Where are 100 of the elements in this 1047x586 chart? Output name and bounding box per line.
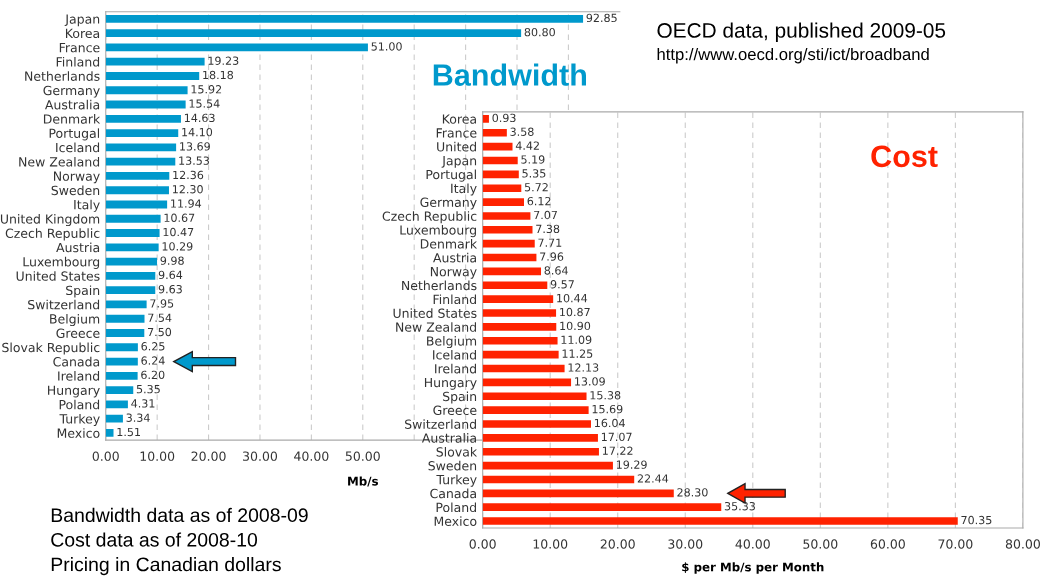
data-label: 17.07 — [601, 432, 632, 442]
bar — [482, 212, 531, 220]
bar — [105, 257, 158, 266]
bar — [105, 57, 205, 66]
bar — [482, 336, 558, 345]
data-label: 3.34 — [126, 413, 150, 422]
y-tick-label: Sweden — [428, 460, 477, 471]
y-tick-label: New Zealand — [396, 322, 476, 332]
data-label: 14.63 — [184, 113, 215, 123]
data-label: 4.42 — [515, 141, 539, 150]
y-tick-label: Czech Republic — [5, 228, 100, 241]
bar — [105, 371, 138, 380]
y-tick-label: Poland — [436, 502, 476, 513]
bar — [482, 420, 591, 428]
bar — [482, 406, 589, 414]
data-label: 92.85 — [586, 13, 617, 23]
bar — [105, 129, 179, 138]
y-tick-label: Italy — [451, 183, 477, 196]
bar — [482, 503, 722, 511]
bar — [105, 186, 169, 195]
x-tick-label: 20.00 — [600, 539, 635, 549]
text: Cost data as of 2008-10 — [51, 532, 258, 547]
data-label: 9.63 — [158, 284, 182, 294]
x-tick-label: 50.00 — [345, 451, 380, 461]
data-label: 28.30 — [677, 488, 708, 497]
bar — [105, 72, 200, 80]
y-tick-label: Australia — [421, 433, 476, 443]
data-label: 3.58 — [510, 127, 534, 136]
data-label: 7.54 — [148, 313, 172, 322]
data-label: 10.90 — [560, 321, 591, 331]
data-label: 6.25 — [141, 342, 165, 351]
bar — [482, 378, 572, 387]
data-label: 5.35 — [522, 169, 546, 178]
y-tick-label: Norway — [54, 171, 100, 184]
data-label: 13.09 — [575, 377, 605, 386]
data-label: 5.35 — [136, 384, 160, 394]
data-label: 10.47 — [163, 227, 194, 237]
y-tick-label: Korea — [442, 114, 476, 124]
y-tick-label: Hungary — [48, 385, 100, 398]
data-label: 5.19 — [521, 155, 545, 164]
x-tick-label: 10.00 — [533, 539, 568, 549]
y-tick-label: Hungary — [424, 378, 477, 390]
bar — [482, 253, 537, 262]
data-label: 17.22 — [602, 446, 633, 455]
y-tick-label: Slovak — [436, 446, 478, 457]
y-tick-label: Belgium — [427, 336, 477, 349]
y-tick-label: France — [436, 128, 477, 138]
y-tick-label: Mexico — [434, 516, 477, 526]
bar — [105, 157, 176, 166]
bar — [105, 400, 128, 409]
bar — [482, 267, 542, 276]
bar — [482, 447, 599, 456]
bar — [482, 239, 535, 248]
y-tick-label: Mexico — [57, 428, 100, 438]
y-tick-label: Spain — [66, 285, 100, 298]
y-tick-label: Canada — [430, 488, 476, 499]
y-tick-label: Luxembourg — [400, 225, 476, 238]
y-tick-label: Japan — [441, 156, 477, 168]
bar — [482, 350, 559, 359]
y-tick-label: Luxembourg — [23, 256, 100, 269]
data-label: 0.93 — [492, 113, 516, 123]
y-tick-label: Turkey — [59, 413, 100, 427]
data-label: 8.64 — [544, 266, 568, 275]
bar — [105, 429, 114, 437]
y-tick-label: Ireland — [58, 371, 100, 381]
text: Bandwidth — [433, 63, 586, 86]
y-tick-label: Netherlands — [25, 71, 100, 81]
data-label: 15.38 — [590, 391, 621, 400]
data-label: 13.69 — [180, 142, 210, 151]
x-tick-label: 10.00 — [140, 451, 175, 461]
x-tick-label: 30.00 — [243, 451, 278, 461]
data-label: 6.24 — [141, 356, 165, 365]
bar — [482, 392, 587, 401]
bar — [105, 43, 368, 52]
y-tick-label: Australia — [45, 99, 100, 110]
data-label: 9.98 — [160, 256, 184, 265]
y-tick-label: Japan — [64, 14, 100, 27]
data-label: 11.25 — [562, 349, 593, 358]
bar — [482, 489, 674, 498]
data-label: 11.94 — [171, 199, 202, 208]
data-label: 12.30 — [172, 185, 203, 194]
y-tick-label: Finland — [56, 56, 100, 67]
y-tick-label: Spain — [443, 391, 477, 404]
y-tick-label: Germany — [43, 85, 100, 98]
y-tick-label: Iceland — [56, 142, 100, 153]
bar — [482, 115, 489, 123]
bar — [105, 414, 123, 423]
bar — [482, 475, 635, 484]
x-tick-label: 20.00 — [191, 451, 226, 461]
y-tick-label: Denmark — [420, 238, 478, 249]
bar — [105, 271, 156, 280]
data-label: 7.07 — [534, 210, 557, 220]
y-tick-label: Finland — [433, 294, 476, 305]
y-tick-label: Portugal — [49, 128, 100, 141]
bar — [482, 434, 598, 442]
x-tick-label: 60.00 — [870, 539, 905, 549]
data-label: 7.71 — [538, 238, 562, 247]
y-tick-label: Austria — [433, 252, 476, 263]
y-tick-label: Sweden — [51, 185, 100, 196]
y-tick-label: United States — [16, 271, 100, 281]
